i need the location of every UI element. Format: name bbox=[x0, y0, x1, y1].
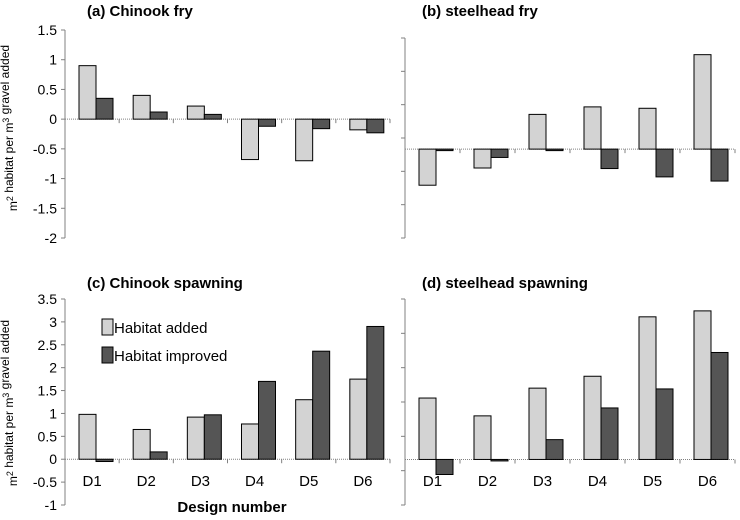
bar-habitat-improved bbox=[490, 148, 509, 158]
bar-habitat-added bbox=[638, 316, 657, 460]
y-tick-label: 0.5 bbox=[38, 81, 58, 97]
bar-habitat-added bbox=[473, 148, 492, 169]
bar-habitat-improved bbox=[545, 439, 564, 460]
bar-habitat-added bbox=[241, 118, 259, 161]
y-tick-label: -0.5 bbox=[33, 474, 57, 490]
bar-habitat-added bbox=[132, 94, 151, 120]
bar-habitat-added bbox=[241, 423, 259, 460]
category-label: D2 bbox=[137, 473, 156, 490]
chart-panel-2: (b) steelhead fry bbox=[401, 3, 736, 239]
category-label: D1 bbox=[423, 473, 442, 490]
y-tick-label: 2 bbox=[49, 360, 57, 376]
category-label: D3 bbox=[191, 473, 210, 490]
y-tick-label: 1 bbox=[49, 405, 57, 421]
bar-habitat-improved bbox=[435, 148, 454, 152]
category-label: D1 bbox=[82, 473, 101, 490]
bar-habitat-improved bbox=[366, 118, 385, 134]
bar-habitat-improved bbox=[203, 414, 222, 460]
bar-habitat-improved bbox=[312, 118, 331, 130]
bar-habitat-improved bbox=[312, 350, 331, 460]
bar-habitat-added bbox=[693, 54, 712, 150]
bar-habitat-improved bbox=[600, 148, 619, 170]
bar-habitat-improved bbox=[710, 351, 729, 460]
x-axis-label: Design number bbox=[177, 499, 286, 516]
bar-habitat-added bbox=[186, 105, 205, 120]
chart-panel-3: (c) Chinook spawning 3.5 3 2.5 2 1.5 1 0.5 0 -0.5… bbox=[33, 275, 391, 513]
bar-habitat-added bbox=[528, 387, 547, 460]
y-tick-label: 1.5 bbox=[38, 22, 58, 38]
legend: Habitat added Habitat improved bbox=[101, 318, 227, 365]
bar-habitat-added bbox=[349, 118, 368, 131]
bar-habitat-added bbox=[78, 65, 97, 120]
category-label: D2 bbox=[478, 473, 497, 490]
bar-habitat-added bbox=[78, 413, 97, 460]
legend-label-added: Habitat added bbox=[114, 320, 207, 337]
category-label: D6 bbox=[353, 473, 372, 490]
y-axis-label-bottom: m2 habitat per m3 gravel added bbox=[0, 320, 20, 486]
y-tick-label: 1 bbox=[49, 52, 57, 68]
y-tick-label: -0.5 bbox=[33, 141, 57, 157]
bar-habitat-improved bbox=[655, 388, 674, 460]
y-tick-label: 0 bbox=[49, 111, 57, 127]
bar-habitat-improved bbox=[258, 380, 276, 460]
y-tick-label: 3.5 bbox=[38, 291, 58, 307]
bar-habitat-added bbox=[583, 106, 602, 150]
legend-swatch-improved bbox=[101, 346, 114, 364]
y-tick-label: 2.5 bbox=[38, 337, 58, 353]
bar-habitat-added bbox=[418, 148, 437, 186]
y-tick-label: 1.5 bbox=[38, 383, 58, 399]
bar-habitat-added bbox=[132, 428, 151, 460]
bar-habitat-improved bbox=[95, 458, 114, 463]
y-tick-label: -2 bbox=[45, 230, 58, 246]
bar-habitat-improved bbox=[545, 148, 564, 152]
y-axis-label-top: m2 habitat per m3 gravel added bbox=[0, 45, 20, 211]
category-label: D5 bbox=[643, 473, 662, 490]
category-label: D5 bbox=[299, 473, 318, 490]
bar-habitat-improved bbox=[490, 458, 509, 462]
y-tick-label: -1.5 bbox=[33, 200, 57, 216]
bar-habitat-added bbox=[349, 378, 368, 460]
bar-habitat-improved bbox=[435, 458, 454, 475]
bar-habitat-improved bbox=[203, 113, 222, 120]
bar-habitat-added bbox=[693, 310, 712, 460]
bar-habitat-added bbox=[583, 375, 602, 460]
panel-title: (b) steelhead fry bbox=[422, 3, 539, 20]
y-tick-label: -1 bbox=[45, 497, 58, 513]
legend-label-improved: Habitat improved bbox=[114, 348, 227, 365]
bar-habitat-improved bbox=[710, 148, 729, 182]
category-label: D4 bbox=[588, 473, 607, 490]
panel-title: (c) Chinook spawning bbox=[87, 275, 243, 292]
panel-title: (d) steelhead spawning bbox=[422, 275, 588, 292]
category-label: D4 bbox=[245, 473, 264, 490]
y-tick-label: 0 bbox=[49, 451, 57, 467]
bar-habitat-added bbox=[186, 416, 205, 460]
bar-habitat-added bbox=[638, 107, 657, 150]
y-tick-label: 3 bbox=[49, 314, 57, 330]
bar-habitat-added bbox=[528, 113, 547, 150]
bar-habitat-added bbox=[418, 397, 437, 460]
bar-habitat-improved bbox=[655, 148, 674, 178]
bar-habitat-improved bbox=[95, 97, 114, 120]
category-label: D6 bbox=[698, 473, 717, 490]
y-tick-label: -1 bbox=[45, 171, 58, 187]
bar-habitat-improved bbox=[149, 111, 168, 120]
bar-habitat-improved bbox=[366, 325, 385, 460]
bar-habitat-added bbox=[473, 415, 492, 460]
panel-title: (a) Chinook fry bbox=[87, 3, 193, 20]
bar-habitat-added bbox=[295, 118, 314, 162]
chart-panel-1: (a) Chinook fry 1.5 1 0.5 0 -0.5 -1 -1.5 -2 bbox=[33, 3, 391, 246]
legend-swatch-added bbox=[101, 318, 114, 336]
chart-panels: (a) Chinook fry 1.5 1 0.5 0 -0.5 -1 -1.5 -2 (b) s… bbox=[33, 3, 736, 513]
bar-habitat-improved bbox=[600, 407, 619, 460]
bar-habitat-improved bbox=[258, 118, 276, 127]
bar-habitat-improved bbox=[149, 451, 168, 460]
chart-panel-4: (d) steelhead spawning D1 D2 D3 D4 D5 D6 bbox=[401, 275, 736, 506]
bar-habitat-added bbox=[295, 399, 314, 460]
y-tick-label: 0.5 bbox=[38, 428, 58, 444]
category-label: D3 bbox=[533, 473, 552, 490]
